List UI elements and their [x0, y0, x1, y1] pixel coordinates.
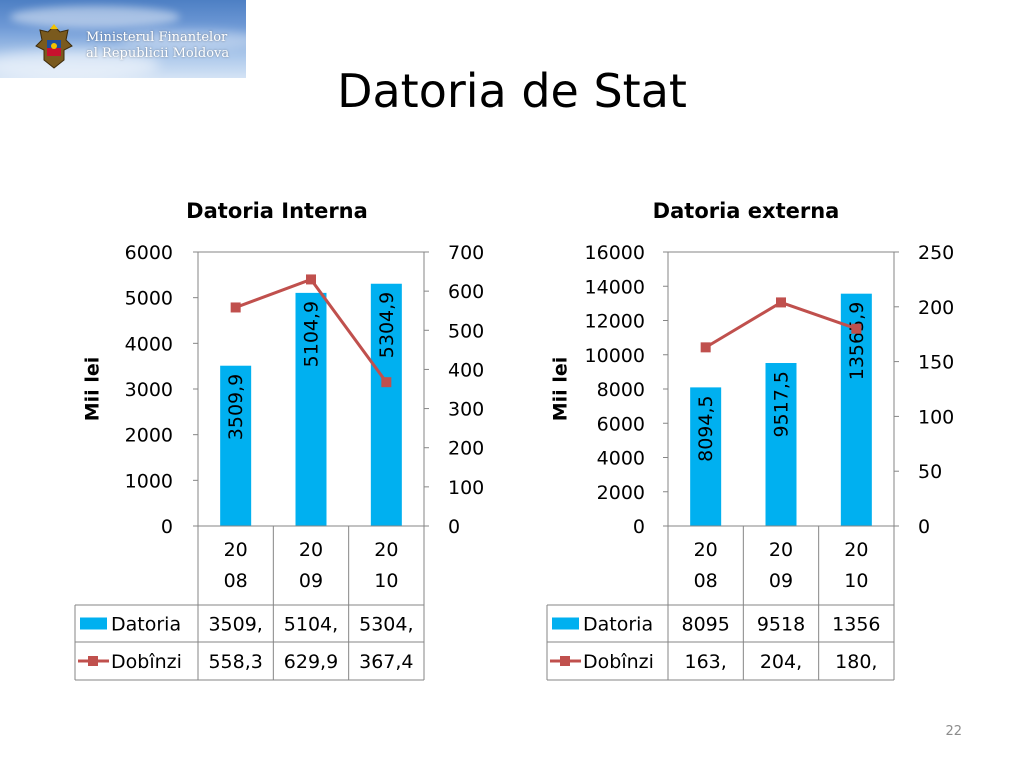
table-cell-datoria: 3509,: [208, 614, 262, 636]
line-marker-dobinzi: [851, 323, 862, 334]
table-cell-datoria: 1356: [832, 614, 880, 636]
table-cell-dobinzi: 629,9: [284, 651, 338, 673]
bar-data-label: 9517,5: [771, 371, 793, 437]
table-cell-datoria: 5104,: [284, 614, 338, 636]
right-tick-label: 700: [448, 242, 484, 264]
left-tick-label: 4000: [125, 333, 173, 355]
table-cell-dobinzi: 180,: [835, 651, 877, 673]
line-marker-dobinzi: [306, 274, 316, 285]
category-label-top: 20: [694, 539, 718, 561]
left-tick-label: 1000: [125, 470, 173, 492]
left-tick-label: 0: [633, 516, 645, 538]
legend-label-datoria: Datoria: [111, 614, 181, 636]
left-tick-label: 14000: [585, 276, 645, 298]
bar-data-label: 13565,9: [846, 302, 868, 381]
line-marker-dobinzi: [700, 342, 711, 353]
page-number: 22: [945, 724, 962, 739]
table-cell-datoria: 5304,: [359, 614, 413, 636]
legend-key-dobinzi-marker: [560, 656, 570, 666]
logo-cloud: [120, 30, 246, 50]
left-tick-label: 6000: [125, 242, 173, 264]
table-cell-datoria: 8095: [681, 614, 729, 636]
logo-line-1: Ministerul Finantelor: [86, 30, 228, 45]
left-tick-label: 10000: [585, 345, 645, 367]
right-tick-label: 50: [918, 461, 942, 483]
category-label-bottom: 08: [224, 570, 248, 592]
slide-title: Datoria de Stat: [337, 64, 687, 118]
table-cell-dobinzi: 204,: [760, 651, 802, 673]
bar-datoria: [220, 365, 252, 526]
logo-line-2: al Republicii Moldova: [86, 46, 230, 61]
left-tick-label: 2000: [125, 425, 173, 447]
left-tick-label: 12000: [585, 311, 645, 333]
right-tick-label: 200: [918, 297, 954, 319]
left-tick-label: 4000: [597, 448, 645, 470]
legend-key-dobinzi-marker: [88, 656, 98, 666]
right-tick-label: 300: [448, 399, 484, 421]
right-tick-label: 0: [448, 516, 460, 538]
table-cell-dobinzi: 367,4: [359, 651, 413, 673]
category-label-top: 20: [374, 539, 398, 561]
left-tick-label: 5000: [125, 288, 173, 310]
right-tick-label: 500: [448, 320, 484, 342]
legend-key-datoria: [552, 617, 579, 630]
bar-datoria: [370, 283, 402, 526]
right-tick-label: 400: [448, 359, 484, 381]
right-tick-label: 250: [918, 242, 954, 264]
bar-data-label: 5104,9: [301, 301, 323, 367]
category-label-bottom: 10: [374, 570, 398, 592]
chart-title: Datoria externa: [653, 199, 840, 223]
bar-datoria: [295, 292, 327, 526]
table-cell-datoria: 9518: [757, 614, 805, 636]
legend-key-datoria: [80, 617, 107, 630]
category-label-bottom: 09: [299, 570, 323, 592]
category-label-bottom: 09: [769, 570, 793, 592]
bar-data-label: 5304,9: [376, 292, 398, 358]
category-label-bottom: 08: [694, 570, 718, 592]
right-tick-label: 100: [448, 477, 484, 499]
bar-data-label: 8094,5: [695, 395, 717, 461]
y-axis-label: Mii lei: [550, 357, 572, 421]
left-tick-label: 6000: [597, 413, 645, 435]
legend-label-dobinzi: Dobînzi: [583, 651, 654, 673]
logo-cloud: [0, 50, 160, 78]
left-tick-label: 0: [161, 516, 173, 538]
bar-datoria: [690, 387, 722, 526]
category-label-top: 20: [844, 539, 868, 561]
right-tick-label: 100: [918, 406, 954, 428]
bar-data-label: 3509,9: [225, 374, 247, 440]
bar-datoria: [765, 363, 797, 526]
line-marker-dobinzi: [381, 377, 392, 388]
legend-label-dobinzi: Dobînzi: [111, 651, 182, 673]
right-tick-label: 150: [918, 352, 954, 374]
table-cell-dobinzi: 163,: [685, 651, 727, 673]
legend-label-datoria: Datoria: [583, 614, 653, 636]
left-tick-label: 2000: [597, 482, 645, 504]
left-tick-label: 3000: [125, 379, 173, 401]
y-axis-label: Mii lei: [82, 357, 104, 421]
chart-title: Datoria Interna: [186, 199, 368, 223]
line-dobinzi: [704, 300, 857, 349]
coat-of-arms-icon: [35, 24, 73, 69]
line-marker-dobinzi: [776, 297, 786, 308]
line-marker-dobinzi: [230, 302, 241, 313]
category-label-top: 20: [299, 539, 323, 561]
category-label-bottom: 10: [844, 570, 868, 592]
left-tick-label: 8000: [597, 379, 645, 401]
category-label-top: 20: [769, 539, 793, 561]
left-tick-label: 16000: [585, 242, 645, 264]
right-tick-label: 200: [448, 438, 484, 460]
right-tick-label: 600: [448, 281, 484, 303]
table-cell-dobinzi: 558,3: [208, 651, 262, 673]
right-tick-label: 0: [918, 516, 930, 538]
logo-text: Ministerul Finantelor al Republicii Mold…: [86, 30, 246, 62]
logo-cloud: [10, 6, 180, 28]
category-label-top: 20: [224, 539, 248, 561]
ministry-logo-banner: Ministerul Finantelor al Republicii Mold…: [0, 0, 246, 78]
